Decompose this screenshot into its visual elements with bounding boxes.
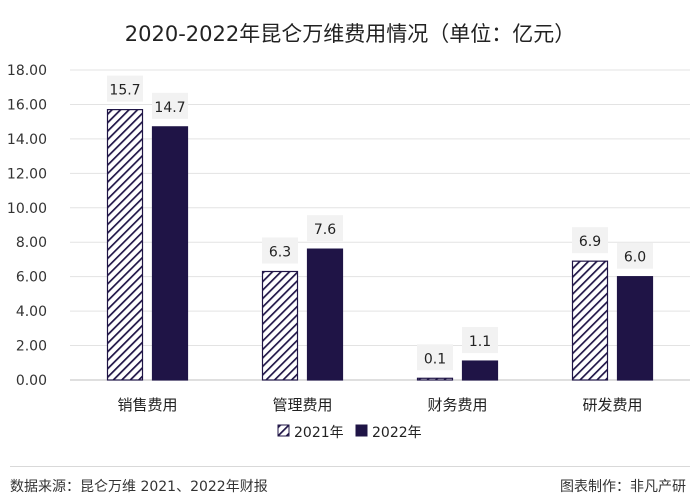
chart-credit: 图表制作：非凡产研 (560, 479, 686, 495)
y-tick-label: 12.00 (7, 166, 47, 182)
y-tick-label: 0.00 (16, 373, 47, 389)
x-axis-ticks: 销售费用 管理费用 财务费用 研发费用 (117, 396, 642, 414)
data-label-box (617, 242, 653, 269)
bar-series-2 (616, 276, 654, 381)
data-label: 14.7 (154, 100, 185, 116)
data-label: 6.3 (269, 245, 291, 261)
legend: 2021年 2022年 (277, 424, 422, 441)
data-label-box (572, 227, 608, 254)
data-label-box (307, 215, 343, 242)
bar-series-2 (461, 360, 499, 381)
y-tick-label: 18.00 (7, 63, 47, 79)
bar-series-1 (106, 109, 144, 381)
y-tick-label: 14.00 (7, 132, 47, 148)
legend-swatch (277, 424, 290, 437)
data-label-box (462, 327, 498, 354)
y-tick-label: 10.00 (7, 201, 47, 217)
data-label: 6.0 (624, 250, 646, 266)
bar-series-1 (416, 377, 454, 381)
chart: 2020-2022年昆仑万维费用情况（单位：亿元） 0.00 2.00 4.00 6.… (7, 22, 690, 441)
y-tick-label: 16.00 (7, 97, 47, 113)
data-label: 6.9 (579, 234, 601, 250)
y-tick-label: 6.00 (16, 270, 47, 286)
y-tick-label: 2.00 (16, 339, 47, 355)
y-tick-label: 8.00 (16, 235, 47, 251)
data-label-box (262, 237, 298, 264)
data-label-box (152, 92, 188, 119)
x-tick-label: 销售费用 (117, 396, 177, 414)
x-tick-label: 财务费用 (427, 396, 487, 414)
bar-series-1 (571, 260, 609, 381)
data-labels: 15.7 14.7 6.3 7.6 0.1 1.1 6.9 6.0 (107, 75, 653, 371)
bar-series-2 (151, 126, 189, 381)
legend-swatch (355, 424, 368, 437)
bars (106, 109, 654, 381)
bar-series-1 (261, 270, 299, 381)
data-label-box (107, 75, 143, 102)
data-label: 15.7 (109, 83, 140, 99)
x-tick-label: 研发费用 (582, 396, 642, 414)
data-label: 7.6 (314, 222, 336, 238)
data-label-box (417, 344, 453, 371)
footer-divider (10, 466, 690, 467)
data-source-note: 数据来源：昆仑万维 2021、2022年财报 (10, 479, 268, 495)
data-label: 1.1 (469, 334, 491, 350)
legend-label: 2021年 (294, 425, 344, 441)
y-axis-ticks: 0.00 2.00 4.00 6.00 8.00 10.00 12.00 14.00 16.00… (7, 63, 47, 389)
y-tick-label: 4.00 (16, 304, 47, 320)
chart-title: 2020-2022年昆仑万维费用情况（单位：亿元） (125, 22, 575, 46)
legend-label: 2022年 (372, 425, 422, 441)
x-tick-label: 管理费用 (272, 396, 332, 414)
footer: 数据来源：昆仑万维 2021、2022年财报 图表制作：非凡产研 (0, 466, 700, 503)
data-label: 0.1 (424, 351, 446, 367)
bar-series-2 (306, 248, 344, 381)
